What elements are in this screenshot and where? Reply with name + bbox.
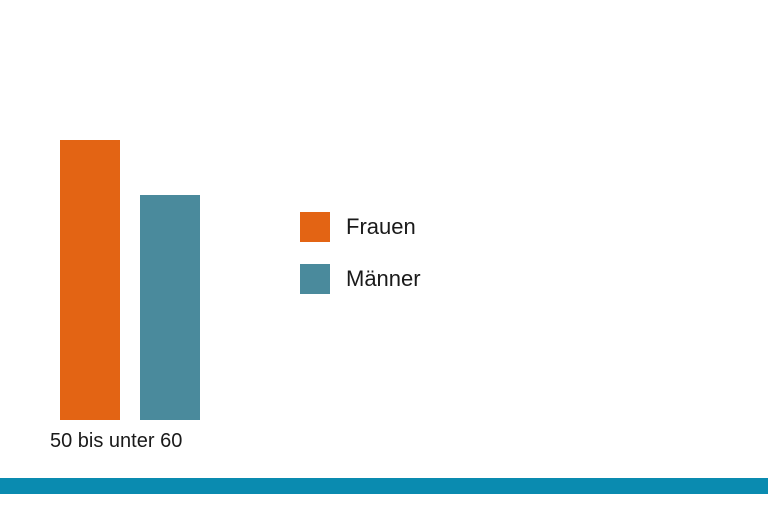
bar-frauen	[60, 140, 120, 420]
legend-swatch-frauen	[300, 212, 330, 242]
chart-canvas: 50 bis unter 60 Frauen Männer	[0, 0, 768, 512]
bar-chart	[60, 80, 260, 420]
legend: Frauen Männer	[300, 212, 421, 316]
bar-maenner	[140, 195, 200, 420]
legend-swatch-maenner	[300, 264, 330, 294]
legend-item-maenner: Männer	[300, 264, 421, 294]
legend-label-maenner: Männer	[346, 266, 421, 292]
x-axis-label: 50 bis unter 60	[50, 430, 182, 453]
legend-label-frauen: Frauen	[346, 214, 416, 240]
footer-accent-bar	[0, 478, 768, 494]
legend-item-frauen: Frauen	[300, 212, 421, 242]
